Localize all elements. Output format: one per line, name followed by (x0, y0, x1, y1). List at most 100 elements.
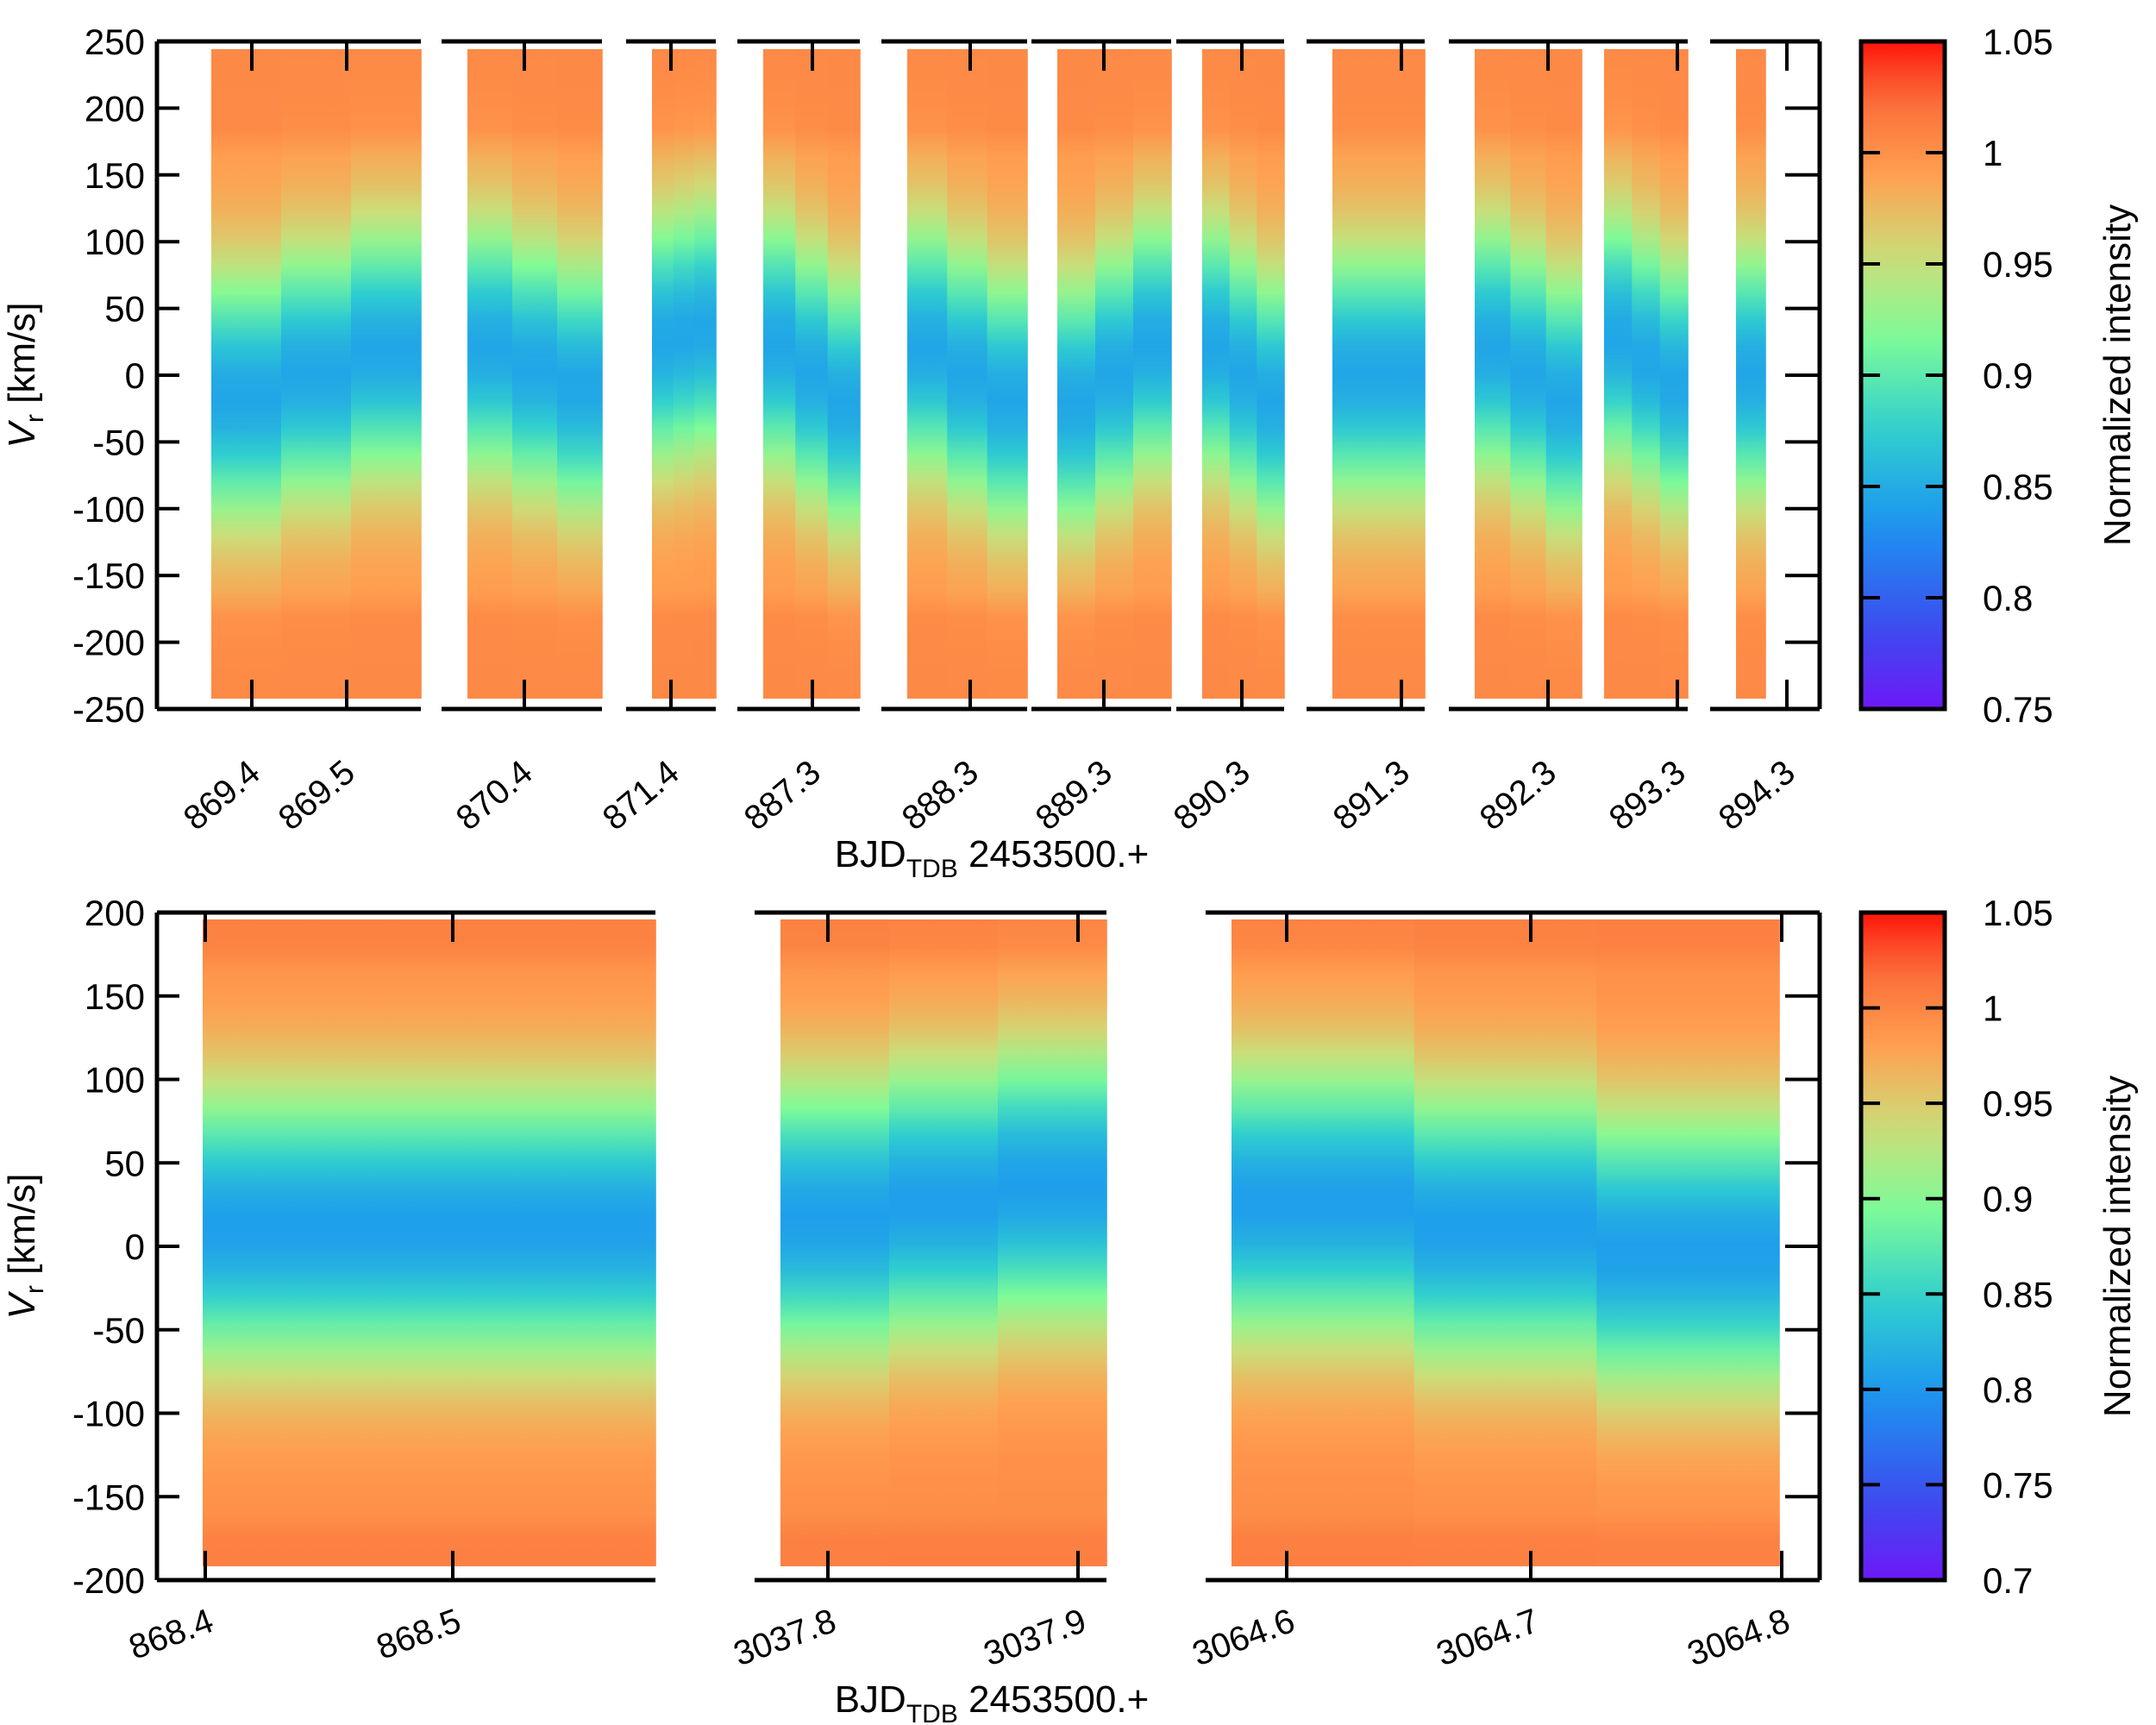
heatmap-segment-0 (211, 49, 422, 699)
heatmap-cell (795, 49, 829, 699)
x-tick-label: 869.5 (272, 753, 362, 837)
colorbar-tick-label: 0.8 (1983, 578, 2033, 618)
y-tick-label: 0 (125, 355, 145, 396)
heatmap-segment-2 (652, 49, 717, 699)
heatmap-segment-4 (907, 49, 1028, 699)
y-tick-label: 250 (85, 22, 145, 62)
colorbar-tick-label: 0.95 (1983, 244, 2053, 285)
colorbar-tick-label: 0.85 (1983, 467, 2053, 507)
colorbar-tick-label: 0.9 (1983, 355, 2033, 396)
y-tick-label: -150 (72, 1477, 145, 1517)
heatmap-cell (281, 49, 352, 699)
x-tick-label: 892.3 (1473, 753, 1564, 837)
x-axis-label: BJDTDB 2453500.+ (835, 833, 1150, 883)
heatmap-cell (1229, 49, 1258, 699)
heatmap-cell (1755, 49, 1766, 699)
x-tick-label: 868.4 (124, 1602, 218, 1667)
x-tick-label: 868.5 (372, 1602, 466, 1667)
heatmap-cell (1202, 49, 1231, 699)
heatmap-cell (1659, 49, 1689, 699)
heatmap-cell (1232, 919, 1415, 1566)
heatmap-cell (1545, 49, 1583, 699)
heatmap-segment-6 (1202, 49, 1285, 699)
x-tick-label: 889.3 (1029, 753, 1119, 837)
heatmap-cell (987, 49, 1028, 699)
y-tick-label: -100 (72, 489, 145, 530)
x-tick-label: 893.3 (1602, 753, 1693, 837)
y-tick-label: 200 (85, 88, 145, 129)
y-tick-label: 0 (125, 1226, 145, 1267)
x-tick-label: 887.3 (737, 753, 828, 837)
y-tick-label: 200 (85, 893, 145, 933)
heatmap-segment-9 (1604, 49, 1689, 699)
heatmap-segment-10 (1736, 49, 1766, 699)
y-tick-label: 50 (104, 1143, 145, 1183)
heatmap-cell (1257, 49, 1285, 699)
heatmap-cell (1413, 919, 1598, 1566)
heatmap-cell (1745, 49, 1757, 699)
x-tick-label: 891.3 (1326, 753, 1417, 837)
colorbar-label: Normalized intensity (2096, 204, 2139, 546)
colorbar (1858, 910, 1947, 1583)
heatmap-segment-8 (1475, 49, 1583, 699)
y-axis-label: Vr [km/s] (1, 1174, 49, 1320)
x-tick-label: 3064.8 (1683, 1602, 1795, 1673)
x-tick-label: 3037.9 (979, 1602, 1091, 1673)
heatmap-cell (907, 49, 949, 699)
y-tick-label: -200 (72, 623, 145, 663)
x-tick-label: 3064.7 (1432, 1602, 1544, 1673)
heatmap-cell (467, 49, 513, 699)
heatmap-cell (998, 919, 1107, 1566)
colorbar-label: Normalized intensity (2096, 1076, 2139, 1417)
heatmap-segment-2 (1232, 919, 1780, 1566)
y-tick-label: 150 (85, 976, 145, 1017)
y-tick-label: 100 (85, 222, 145, 262)
heatmap-cell (673, 49, 696, 699)
x-tick-label: 871.4 (596, 753, 686, 837)
heatmap-cell (827, 49, 861, 699)
heatmap-cell (1394, 49, 1426, 699)
y-tick-label: -100 (72, 1394, 145, 1434)
heatmap-cell (763, 49, 797, 699)
heatmap-cell (1057, 49, 1096, 699)
x-tick-label: 894.3 (1712, 753, 1802, 837)
heatmap-cell (211, 49, 282, 699)
x-tick-label: 869.4 (177, 753, 267, 837)
heatmap-cell (1736, 49, 1747, 699)
heatmap-cell (505, 919, 656, 1566)
heatmap-cell (947, 49, 988, 699)
x-axis-label: BJDTDB 2453500.+ (835, 1678, 1150, 1725)
x-tick-label: 888.3 (895, 753, 986, 837)
y-tick-label: -150 (72, 555, 145, 596)
x-tick-label: 870.4 (449, 753, 540, 837)
heatmap-cell (1332, 49, 1364, 699)
heatmap-cell (1133, 49, 1172, 699)
heatmap-cell (1363, 49, 1395, 699)
colorbar-tick-label: 0.7 (1983, 1560, 2033, 1601)
colorbar-tick-label: 1 (1983, 988, 2002, 1029)
heatmap-segment-7 (1332, 49, 1426, 699)
heatmap-cell (1596, 919, 1780, 1566)
heatmap-cell (889, 919, 999, 1566)
y-axis-label: Vr [km/s] (1, 303, 49, 448)
heatmap-segment-1 (467, 49, 603, 699)
heatmap-cell (1475, 49, 1512, 699)
y-tick-label: -50 (92, 422, 145, 462)
top-panel: 250 200 150 100 50 0 -50 -100 -150 -200 -250 Vr [km… (1, 22, 2139, 883)
colorbar-tick-label: 0.95 (1983, 1083, 2053, 1124)
colorbar-tick-label: 0.75 (1983, 689, 2053, 730)
heatmap-segment-0 (203, 919, 656, 1566)
y-tick-label: 100 (85, 1060, 145, 1101)
heatmap-segment-3 (763, 49, 861, 699)
y-tick-label: -200 (72, 1560, 145, 1601)
colorbar-tick-label: 0.85 (1983, 1274, 2053, 1314)
bottom-panel: 200 150 100 50 0 -50 -100 -150 -200 Vr [km/s] 868.… (1, 893, 2139, 1725)
heatmap-cell (512, 49, 558, 699)
heatmap-segment-5 (1057, 49, 1172, 699)
heatmap-segment-1 (780, 919, 1107, 1566)
y-tick-label: -50 (92, 1310, 145, 1351)
y-tick-label: 150 (85, 155, 145, 196)
heatmap-cell (351, 49, 422, 699)
colorbar-tick-label: 1.05 (1983, 22, 2053, 62)
